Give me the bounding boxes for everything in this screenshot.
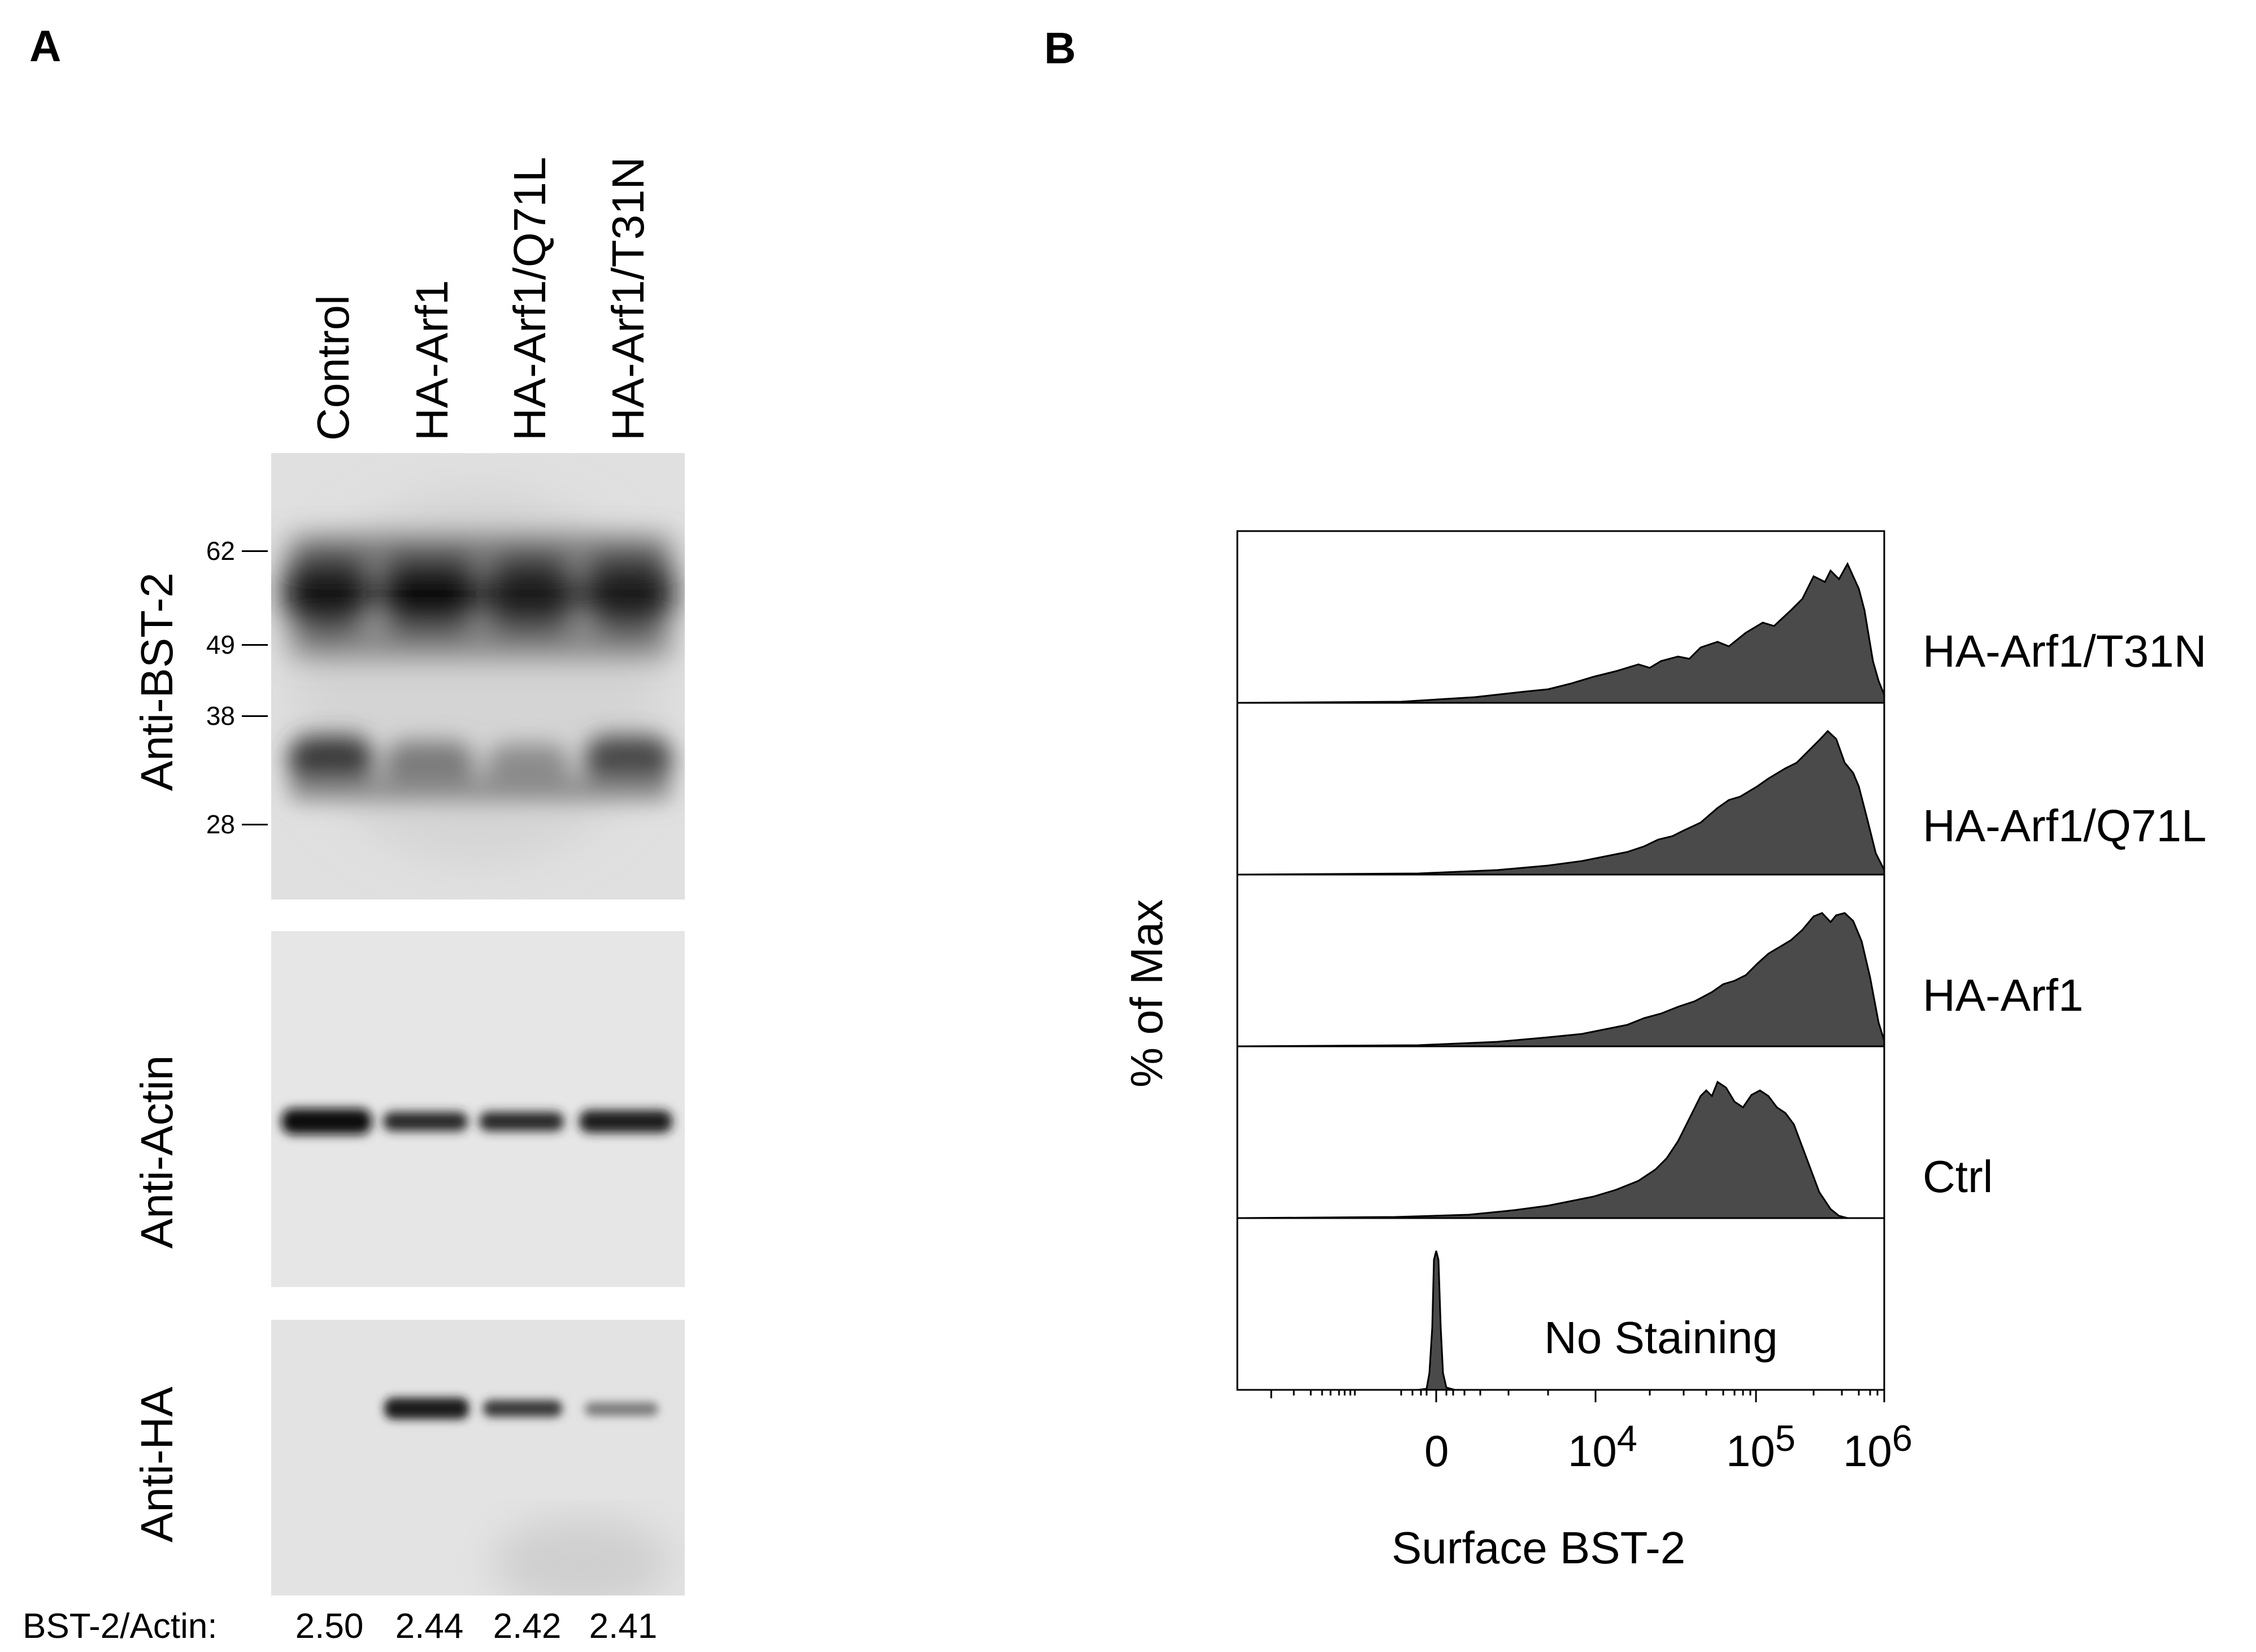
x-tick-1e4: 104: [1568, 1418, 1637, 1476]
x-axis-ticks: [1270, 1390, 1885, 1402]
x-tick-1e5: 105: [1726, 1418, 1796, 1476]
histogram-ha-arf1: [1237, 912, 1885, 1047]
x-axis-title: Surface BST-2: [1392, 1523, 1686, 1573]
mw-tick-62: [242, 550, 268, 552]
histogram-no-staining: [1237, 1250, 1884, 1391]
histogram-ha-arf1-t31n: [1237, 562, 1885, 704]
mw-tick-38: [242, 715, 268, 717]
blot-label-anti-bst2: Anti-BST-2: [132, 572, 182, 791]
blot-anti-bst2: [271, 453, 685, 899]
lane-label-control: Control: [308, 295, 358, 441]
flow-histogram-stack: [1236, 530, 1885, 1402]
x-tick-1e6: 106: [1843, 1418, 1912, 1476]
lane-label-ha-arf1: HA-Arf1: [407, 280, 457, 441]
panel-b-letter: B: [1044, 23, 1076, 73]
blot-anti-actin: [271, 931, 685, 1287]
ratio-value-ha-arf1: 2.44: [395, 1607, 464, 1646]
mw-marker-38: 38: [206, 701, 235, 731]
ratio-value-ha-arf1-t31n: 2.41: [589, 1607, 658, 1646]
ratio-row-label: BST-2/Actin:: [23, 1607, 218, 1646]
lane-label-ha-arf1-t31n: HA-Arf1/T31N: [603, 156, 653, 441]
histogram-label-ha-arf1-q71l: HA-Arf1/Q71L: [1923, 801, 2207, 851]
mw-marker-62: 62: [206, 536, 235, 566]
blot-label-anti-ha: Anti-HA: [132, 1386, 182, 1542]
histogram-label-no-staining: No Staining: [1544, 1312, 1778, 1363]
mw-marker-49: 49: [206, 630, 235, 659]
histogram-label-ha-arf1-t31n: HA-Arf1/T31N: [1923, 626, 2207, 676]
ratio-value-ha-arf1-q71l: 2.42: [493, 1607, 562, 1646]
histogram-ctrl: [1237, 1080, 1848, 1219]
blot-label-anti-actin: Anti-Actin: [132, 1055, 182, 1249]
histogram-ha-arf1-q71l: [1237, 729, 1885, 876]
panel-a-letter: A: [29, 21, 62, 71]
y-axis-title: % of Max: [1122, 899, 1172, 1088]
x-tick-0: 0: [1424, 1426, 1449, 1476]
histogram-label-ctrl: Ctrl: [1923, 1151, 1993, 1202]
ratio-value-control: 2.50: [295, 1607, 364, 1646]
lane-label-ha-arf1-q71l: HA-Arf1/Q71L: [505, 156, 555, 441]
mw-tick-28: [242, 824, 268, 825]
blot-anti-ha: [271, 1320, 685, 1596]
mw-marker-28: 28: [206, 810, 235, 839]
mw-tick-49: [242, 644, 268, 646]
histogram-label-ha-arf1: HA-Arf1: [1923, 970, 2084, 1020]
